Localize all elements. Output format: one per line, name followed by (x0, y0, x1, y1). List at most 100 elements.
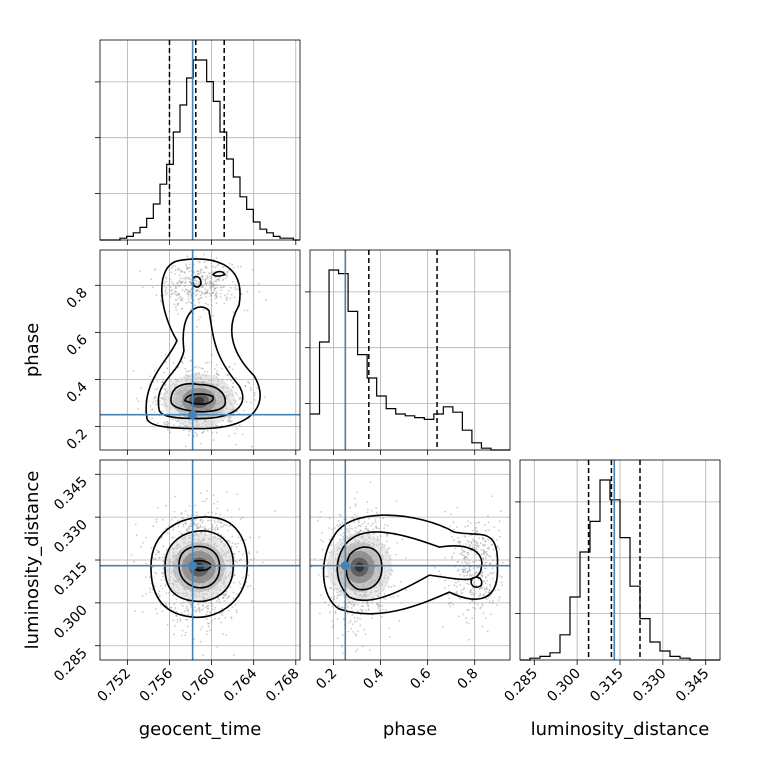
sample-point (197, 298, 200, 301)
sample-point (475, 540, 477, 543)
sample-point (450, 531, 452, 533)
sample-point (151, 408, 153, 411)
sample-point (196, 435, 199, 437)
sample-point (364, 608, 367, 611)
sample-point (188, 525, 190, 528)
sample-point (218, 601, 221, 603)
sample-point (165, 423, 168, 426)
sample-point (200, 268, 202, 271)
sample-point (186, 529, 188, 532)
sample-point (186, 609, 189, 612)
sample-point (210, 304, 213, 307)
sample-point (211, 528, 214, 531)
sample-point (139, 387, 142, 389)
sample-point (207, 625, 210, 628)
sample-point (371, 602, 374, 604)
sample-point (214, 424, 217, 427)
sample-point (355, 619, 358, 622)
sample-point (485, 557, 487, 560)
sample-point (217, 532, 220, 535)
sample-point (232, 553, 235, 556)
sample-point (448, 597, 451, 600)
sample-point (475, 530, 478, 533)
sample-point (475, 553, 478, 556)
sample-point (215, 296, 218, 299)
sample-point (467, 622, 470, 625)
sample-point (161, 518, 164, 521)
sample-point (179, 295, 182, 298)
sample-point (197, 318, 200, 321)
sample-point (221, 596, 224, 599)
sample-point (388, 635, 391, 638)
sample-point (230, 616, 233, 619)
sample-point (166, 623, 169, 626)
sample-point (486, 588, 489, 591)
sample-point (458, 540, 461, 543)
density-region (193, 396, 204, 405)
sample-point (207, 605, 210, 607)
sample-point (359, 608, 362, 611)
sample-point (486, 553, 489, 556)
sample-point (225, 297, 228, 300)
sample-point (478, 521, 480, 524)
sample-point (347, 531, 350, 534)
sample-point (154, 571, 156, 574)
sample-point (190, 605, 193, 607)
sample-point (216, 431, 218, 434)
sample-point (209, 295, 212, 297)
sample-point (241, 516, 244, 519)
sample-point (215, 290, 218, 293)
sample-point (187, 613, 190, 616)
sample-point (194, 514, 197, 517)
sample-point (196, 514, 199, 517)
sample-point (190, 525, 193, 528)
sample-point (226, 539, 229, 542)
sample-point (206, 291, 209, 294)
sample-point (189, 360, 192, 363)
contour-line (345, 546, 383, 591)
y-tick-label: 0.300 (51, 602, 91, 642)
sample-point (215, 372, 218, 375)
sample-point (463, 535, 466, 537)
sample-point (181, 288, 184, 291)
contour-line (470, 576, 483, 588)
sample-point (371, 522, 374, 525)
sample-point (451, 557, 453, 560)
y-tick-label: 0.315 (51, 560, 91, 600)
sample-point (237, 288, 239, 291)
sample-point (173, 633, 175, 636)
sample-point (380, 615, 383, 618)
sample-point (172, 609, 175, 612)
sample-point (183, 356, 186, 359)
sample-point (489, 583, 492, 586)
sample-point (184, 520, 187, 523)
sample-point (216, 528, 219, 531)
sample-point (234, 543, 237, 545)
sample-point (168, 525, 170, 528)
sample-point (368, 517, 370, 520)
sample-point (193, 263, 195, 266)
sample-point (439, 573, 442, 576)
sample-point (341, 521, 344, 524)
sample-point (392, 595, 395, 598)
sample-point (184, 281, 187, 284)
sample-point (389, 596, 392, 599)
sample-point (498, 548, 501, 550)
sample-point (199, 640, 202, 643)
sample-point (237, 536, 240, 539)
sample-point (204, 606, 207, 609)
sample-point (481, 575, 484, 578)
sample-point (198, 261, 201, 264)
sample-point (324, 601, 327, 604)
sample-point (205, 277, 208, 280)
sample-point (263, 396, 266, 399)
sample-point (206, 429, 209, 432)
sample-point (155, 518, 158, 521)
sample-point (214, 266, 217, 269)
sample-point (372, 528, 375, 531)
sample-point (149, 587, 151, 590)
sample-point (235, 545, 238, 548)
sample-point (158, 399, 161, 402)
sample-point (211, 526, 214, 529)
sample-point (465, 621, 468, 624)
